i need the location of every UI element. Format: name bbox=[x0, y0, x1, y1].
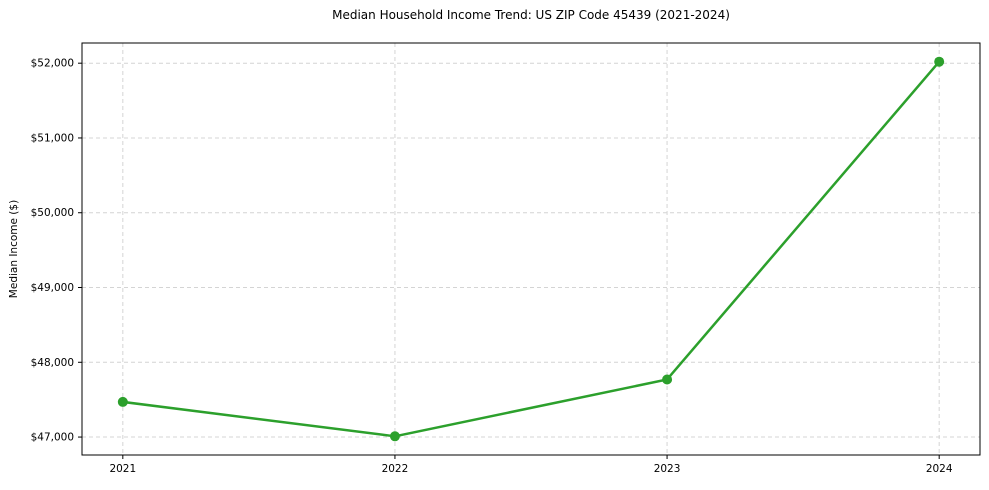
plot-border bbox=[81, 42, 981, 456]
x-tick-label: 2023 bbox=[654, 463, 681, 475]
chart-title: Median Household Income Trend: US ZIP Co… bbox=[332, 8, 730, 22]
y-tick-label: $52,000 bbox=[31, 58, 74, 70]
data-point bbox=[389, 431, 400, 442]
data-point bbox=[934, 56, 945, 67]
data-point bbox=[662, 374, 673, 385]
y-tick-label: $47,000 bbox=[31, 432, 74, 444]
x-tick-label: 2022 bbox=[382, 463, 409, 475]
x-tick-label: 2021 bbox=[109, 463, 136, 475]
y-tick-label: $50,000 bbox=[31, 207, 74, 219]
line-series bbox=[121, 60, 941, 438]
y-tick-label: $51,000 bbox=[31, 132, 74, 144]
x-tick-label: 2024 bbox=[926, 463, 953, 475]
y-tick-label: $49,000 bbox=[31, 282, 74, 294]
data-point bbox=[117, 396, 128, 407]
y-tick-label: $48,000 bbox=[31, 357, 74, 369]
